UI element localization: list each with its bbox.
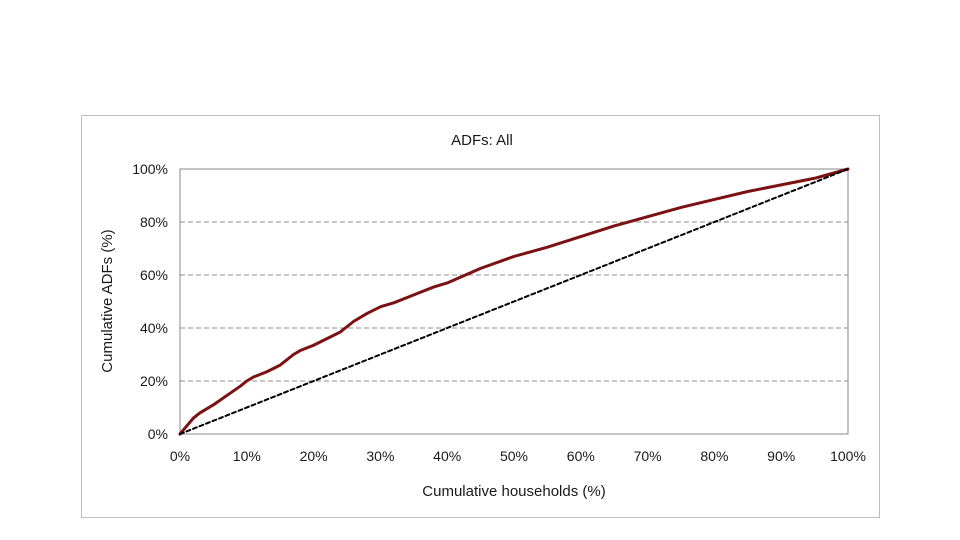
x-tick-label: 40% (433, 448, 461, 464)
chart-title: ADFs: All (451, 132, 513, 149)
x-tick-label: 90% (767, 448, 795, 464)
chart-frame: ADFs: All 0% 10% 20% 30% 40% 50% 60% 70% 80% 90% 1… (81, 115, 880, 518)
y-tick-label: 20% (140, 373, 168, 389)
x-tick-label: 60% (567, 448, 595, 464)
x-tick-label: 0% (170, 448, 190, 464)
x-axis-title: Cumulative households (%) (422, 483, 605, 500)
grid-lines (180, 221, 848, 382)
y-tick-label: 60% (140, 267, 168, 283)
y-axis-title: Cumulative ADFs (%) (99, 229, 116, 372)
equality-line (179, 168, 849, 435)
y-tick-label: 40% (140, 320, 168, 336)
x-tick-label: 80% (700, 448, 728, 464)
y-tick-label: 80% (140, 214, 168, 230)
y-tick-label: 100% (132, 161, 168, 177)
x-tick-label: 50% (500, 448, 528, 464)
lorenz-curve (178, 167, 850, 436)
y-tick-labels: 0% 20% 40% 60% 80% 100% (132, 161, 168, 442)
series-group (178, 167, 850, 436)
x-tick-label: 100% (830, 448, 866, 464)
x-tick-label: 20% (300, 448, 328, 464)
x-tick-labels: 0% 10% 20% 30% 40% 50% 60% 70% 80% 90% 100% (170, 448, 866, 464)
x-tick-label: 10% (233, 448, 261, 464)
x-tick-label: 30% (366, 448, 394, 464)
x-tick-label: 70% (634, 448, 662, 464)
y-tick-label: 0% (148, 426, 168, 442)
lorenz-chart: ADFs: All 0% 10% 20% 30% 40% 50% 60% 70% 80% 90% 1… (99, 132, 866, 500)
